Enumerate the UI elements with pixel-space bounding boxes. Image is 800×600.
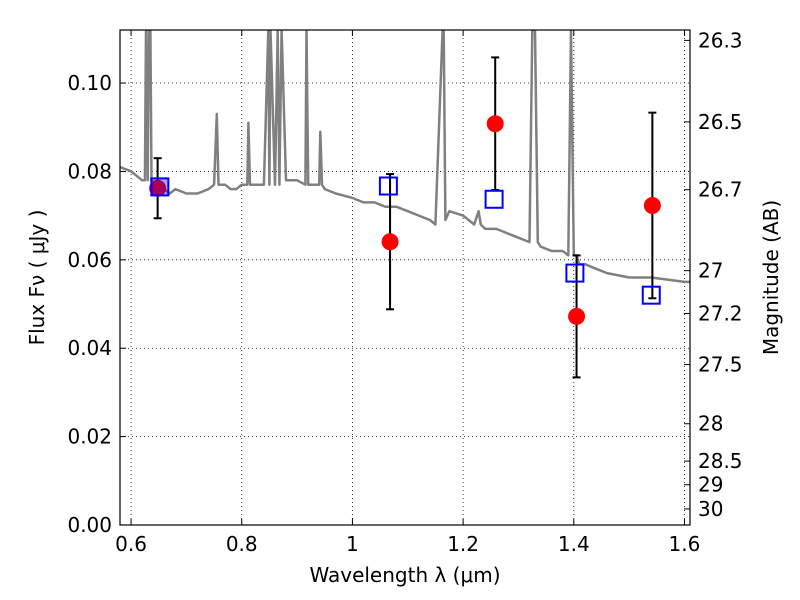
- x-tick-label: 0.8: [226, 532, 258, 556]
- y-tick-label: 0.10: [67, 71, 112, 95]
- axis-ticks: 0.6 0.8 1 1.2 1.4 1.6 0.00 0.02 0.04 0.06 0.08 0.10…: [67, 28, 742, 556]
- grid: [120, 30, 690, 526]
- y2-tick-label: 30: [698, 497, 723, 521]
- y-tick-label: 0.04: [67, 336, 112, 360]
- model-point: [484, 189, 504, 209]
- y2-tick-label: 27.5: [698, 353, 743, 377]
- y2-tick-label: 26.3: [698, 28, 743, 52]
- x-tick-label: 0.6: [115, 532, 147, 556]
- y-tick-label: 0.08: [67, 159, 112, 183]
- x-tick-label: 1.4: [558, 532, 590, 556]
- y2-tick-label: 27: [698, 259, 723, 283]
- y-tick-label: 0.02: [67, 425, 112, 449]
- data-point: [568, 307, 586, 325]
- x-axis-label: Wavelength λ (μm): [309, 563, 500, 587]
- data-point: [643, 196, 661, 214]
- data-point: [486, 115, 504, 133]
- y2-tick-label: 26.5: [698, 110, 743, 134]
- model-point: [565, 263, 585, 283]
- y2-tick-label: 29: [698, 473, 723, 497]
- model-point: [150, 177, 170, 197]
- x-tick-label: 1.6: [669, 532, 701, 556]
- y2-tick-label: 26.7: [698, 178, 743, 202]
- data-point: [381, 233, 399, 251]
- y2-tick-label: 28: [698, 412, 723, 436]
- model-point: [641, 285, 661, 305]
- y2-tick-label: 27.2: [698, 301, 743, 325]
- plot-frame: [119, 29, 691, 526]
- plot-area: [120, 30, 690, 379]
- model-point: [378, 176, 398, 196]
- y2-tick-label: 28.5: [698, 449, 743, 473]
- x-tick-label: 1.2: [447, 532, 479, 556]
- y-tick-label: 0.00: [67, 513, 112, 537]
- y-tick-label: 0.06: [67, 248, 112, 272]
- x-tick-label: 1: [346, 532, 359, 556]
- spectrum-line: [120, 30, 690, 284]
- y-axis-label: Flux Fν ( μJy ): [25, 210, 49, 346]
- y2-axis-label: Magnitude (AB): [759, 200, 783, 355]
